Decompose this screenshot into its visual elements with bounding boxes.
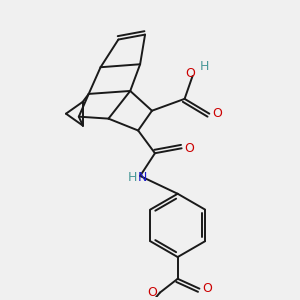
Text: O: O [186,67,196,80]
Text: O: O [202,282,212,295]
Text: O: O [212,107,222,120]
Text: N: N [137,171,147,184]
Text: H: H [128,171,137,184]
Text: O: O [147,286,157,299]
Text: H: H [200,60,209,73]
Text: O: O [184,142,194,155]
